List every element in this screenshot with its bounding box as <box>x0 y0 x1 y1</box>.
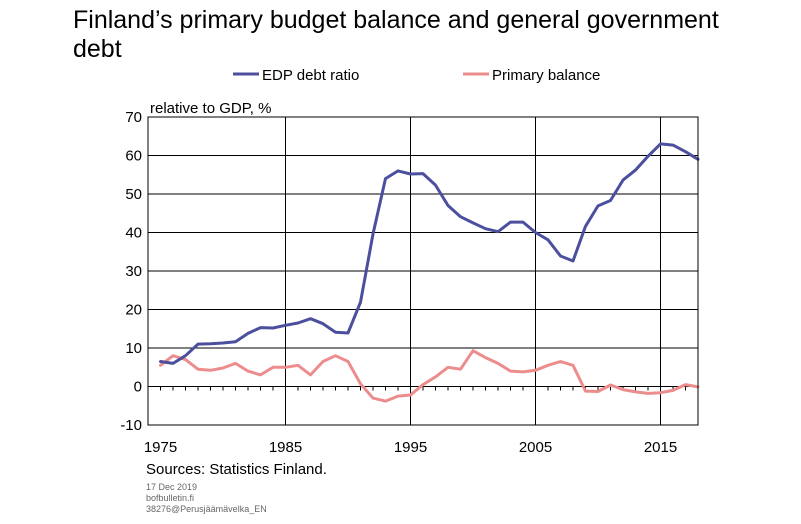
x-tick-label: 2015 <box>644 439 677 456</box>
y-tick-label: -10 <box>120 417 142 434</box>
y-axis-label: relative to GDP, % <box>150 100 271 117</box>
y-tick-label: 50 <box>125 186 142 203</box>
grid <box>147 117 699 425</box>
footer-date: 17 Dec 2019 <box>146 482 198 492</box>
y-tick-label: 10 <box>125 340 142 357</box>
x-tick-label: 1995 <box>394 439 427 456</box>
x-tick-label: 2005 <box>519 439 552 456</box>
chart-title: Finland’s primary budget balance and gen… <box>73 6 719 63</box>
y-tick-label: 40 <box>125 225 142 242</box>
y-tick-label: 60 <box>125 148 142 165</box>
y-tick-label: 30 <box>125 263 142 280</box>
x-tick-label: 1985 <box>269 439 302 456</box>
series-layer <box>159 142 700 403</box>
sources-note: Sources: Statistics Finland. <box>146 461 327 478</box>
legend: EDP debt ratio Primary balance <box>233 67 600 84</box>
y-tick-label: 0 <box>134 379 142 396</box>
legend-label: Primary balance <box>492 67 600 84</box>
y-tick-label: 20 <box>125 302 142 319</box>
series-line-primary-balance <box>159 349 700 403</box>
plot-frame <box>147 116 699 426</box>
y-tick-label: 70 <box>125 109 142 126</box>
legend-label: EDP debt ratio <box>262 67 359 84</box>
footer-meta: 17 Dec 2019 bofbulletin.fi 38276@Perusjä… <box>146 482 267 515</box>
footer-site: bofbulletin.fi <box>146 493 195 503</box>
axis-ticks: -10 0 10 20 30 40 50 60 70 1975 1985 1995 2005 2015 <box>120 109 677 456</box>
x-tick-label: 1975 <box>144 439 177 456</box>
series-line-edp-debt-ratio <box>159 142 700 365</box>
footer-code: 38276@Perusjäämävelka_EN <box>146 504 267 514</box>
